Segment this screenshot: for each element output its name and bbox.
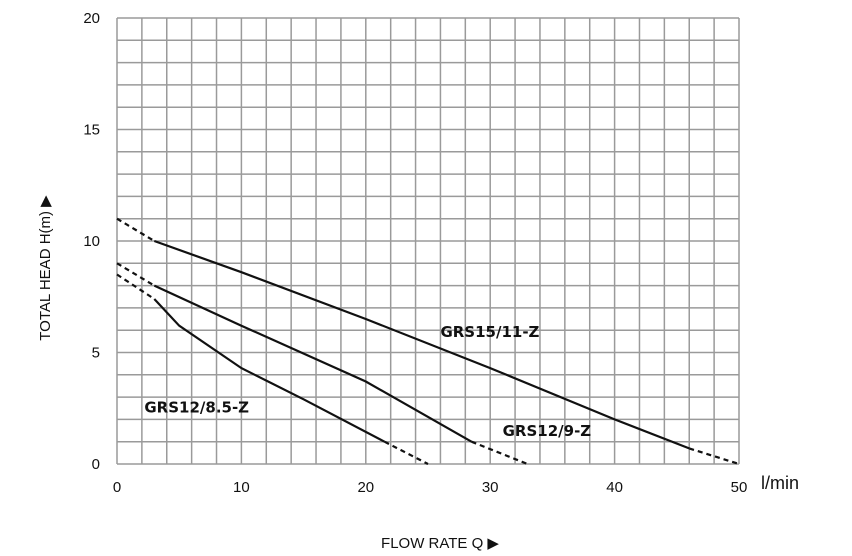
- curve-labels: GRS15/11-Z GRS12/9-Z GRS12/8.5-Z: [144, 323, 591, 440]
- x-unit-label: l/min: [761, 473, 799, 493]
- x-tick-label: 20: [357, 479, 374, 496]
- curve-grs12-8-5-z-dashed-start: [116, 273, 155, 300]
- y-tick-label: 15: [83, 122, 100, 139]
- x-tick-label: 30: [482, 479, 499, 496]
- y-tick-label: 0: [92, 456, 100, 473]
- y-tick-label: 10: [83, 233, 100, 250]
- y-axis-title: TOTAL HEAD H(m) ▶: [37, 195, 54, 341]
- x-axis-title: FLOW RATE Q ▶: [381, 535, 499, 552]
- curve-label-grs15-11-z: GRS15/11-Z: [440, 323, 539, 341]
- x-tick-label: 50: [731, 479, 748, 496]
- curve-label-grs12-8-5-z: GRS12/8.5-Z: [144, 399, 249, 417]
- x-tick-label: 40: [606, 479, 623, 496]
- curve-grs12-9-z-dashed-start: [116, 262, 155, 287]
- curves: [116, 217, 740, 466]
- curve-grs12-8-5-z-dashed-end: [383, 440, 429, 465]
- y-tick-label: 5: [92, 345, 100, 362]
- x-tick-label: 0: [113, 479, 121, 496]
- curve-grs15-11-z-dashed-start: [116, 217, 155, 242]
- grid: [116, 17, 740, 465]
- curve-grs15-11-z: [153, 239, 690, 450]
- tick-labels: 0 10 20 30 40 50 0 5 10 15 20: [83, 10, 747, 496]
- curve-grs12-9-z: [153, 284, 473, 443]
- curve-grs12-8-5-z: [153, 298, 386, 443]
- curve-label-grs12-9-z: GRS12/9-Z: [503, 422, 592, 440]
- x-tick-label: 10: [233, 479, 250, 496]
- curve-grs12-9-z-dashed-end: [471, 440, 528, 466]
- y-tick-label: 20: [83, 10, 100, 27]
